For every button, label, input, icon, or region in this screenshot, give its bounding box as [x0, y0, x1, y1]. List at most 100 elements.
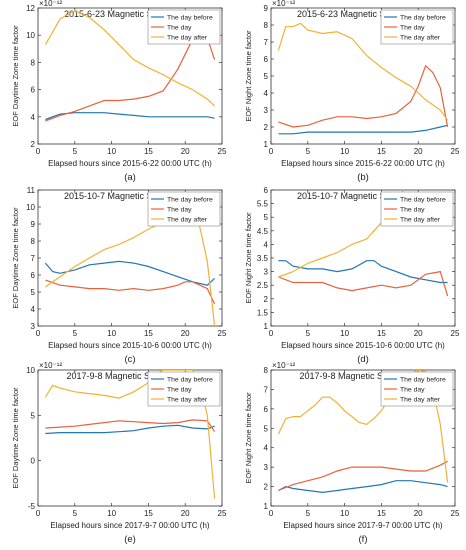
legend-label-3: The day after: [167, 217, 208, 224]
y-tick-label: 5: [264, 213, 269, 222]
y-scale-label: ×10⁻¹²: [272, 0, 295, 8]
legend-label-1: The day before: [400, 197, 446, 204]
x-tick-label: 0: [36, 147, 41, 156]
series-line-2: [45, 419, 216, 433]
y-tick-label: 6: [31, 271, 36, 280]
x-tick-label: 25: [451, 509, 460, 518]
x-axis-label: Elapsed hours since 2015-6-22 00:00 UTC …: [281, 159, 445, 168]
y-tick-label: 10: [26, 366, 35, 375]
y-scale-label: ×10⁻¹²: [39, 361, 62, 370]
series-line-3: [277, 370, 449, 483]
x-tick-label: 10: [340, 329, 349, 338]
x-tick-label: 15: [144, 147, 153, 156]
y-axis-label: EOF Night Zone time factor: [244, 392, 253, 484]
y-axis-label: EOF Night Zone time factor: [244, 212, 253, 304]
x-axis-label: Elapsed hours since 2015-6-22 00:00 UTC …: [48, 159, 212, 168]
y-tick-label: 4: [264, 89, 269, 98]
y-tick-label: 10: [26, 31, 35, 40]
x-tick-label: 0: [269, 329, 274, 338]
series-line-2: [45, 279, 216, 305]
y-tick-label: 6: [264, 186, 269, 195]
x-tick-label: 5: [73, 509, 78, 518]
series-line-1: [45, 112, 215, 121]
legend-label-2: The day: [400, 207, 425, 214]
chart-panel-2: 2015-6-23 Magnetic Storm Event×10⁻¹² 0 5 10…: [244, 0, 460, 183]
x-tick-label: 25: [451, 147, 460, 156]
legend: The day before The day The day after: [147, 371, 221, 407]
y-tick-label: 1: [264, 322, 269, 331]
series-line-2: [278, 270, 449, 297]
y-tick-label: 11: [27, 186, 36, 195]
y-tick-label: 3: [31, 322, 36, 331]
y-tick-label: 3: [264, 106, 269, 115]
legend-label-3: The day after: [400, 35, 441, 42]
legend: The day before The day The day after: [147, 9, 221, 45]
y-tick-label: 1: [264, 502, 269, 511]
series-line-2: [278, 64, 449, 128]
legend-label-1: The day before: [400, 15, 446, 22]
y-tick-label: 3: [264, 268, 269, 277]
series-line-2: [278, 460, 448, 492]
x-axis-label: Elapsed hours since 2015-10-6 00:00 UTC …: [281, 341, 445, 350]
x-tick-label: 10: [340, 509, 349, 518]
y-tick-label: 3: [264, 463, 269, 472]
chart-title: 2015-6-23 Magnetic Storm Event: [64, 9, 197, 19]
x-axis-label: Elapsed hours since 2017-9-7 00:00 UTC (…: [50, 521, 210, 530]
legend: The day before The day The day after: [380, 9, 454, 45]
legend-label-2: The day: [400, 25, 425, 32]
x-tick-label: 10: [107, 147, 116, 156]
x-tick-label: 0: [36, 509, 41, 518]
x-tick-label: 20: [181, 329, 190, 338]
panel-label: (c): [124, 354, 135, 365]
x-tick-label: 25: [451, 329, 460, 338]
series-line-1: [45, 424, 215, 435]
y-tick-label: 3.5: [257, 254, 269, 263]
panel-label: (a): [124, 172, 136, 183]
series-line-1: [278, 124, 448, 135]
panel-label: (d): [357, 354, 369, 365]
y-tick-label: 8: [31, 58, 36, 67]
x-tick-label: 15: [377, 147, 386, 156]
x-tick-label: 20: [414, 329, 423, 338]
legend-label-1: The day before: [167, 197, 213, 204]
plot-frame: [37, 7, 223, 145]
y-tick-label: 5.5: [257, 200, 269, 209]
y-tick-label: 2: [264, 123, 269, 132]
y-tick-label: 2: [31, 140, 36, 149]
y-tick-label: 8: [31, 237, 36, 246]
x-tick-label: 25: [218, 147, 227, 156]
x-tick-label: 0: [36, 329, 41, 338]
legend: The day before The day The day after: [380, 371, 454, 407]
y-tick-label: 10: [26, 203, 35, 212]
y-tick-label: 2: [264, 295, 269, 304]
legend-label-2: The day: [400, 387, 425, 394]
y-tick-label: 0: [31, 457, 36, 466]
x-tick-label: 20: [181, 147, 190, 156]
legend-label-3: The day after: [400, 217, 441, 224]
x-axis-label: Elapsed hours since 2015-10-6 00:00 UTC …: [48, 341, 212, 350]
series-line-2: [45, 34, 216, 122]
x-tick-label: 20: [181, 509, 190, 518]
y-tick-label: 4.5: [257, 227, 269, 236]
legend-label-1: The day before: [167, 377, 213, 384]
x-tick-label: 0: [269, 147, 274, 156]
y-axis-label: EOF Daytime Zone time factor: [11, 207, 20, 309]
chart-title: 2015-6-23 Magnetic Storm Event: [297, 9, 430, 19]
y-axis-label: EOF Daytime Zone time factor: [11, 25, 20, 127]
chart-panel-1: 2015-6-23 Magnetic Storm Event×10⁻¹² 0 5 10…: [11, 0, 227, 183]
y-tick-label: 2.5: [257, 281, 269, 290]
plot-frame: [270, 369, 456, 507]
x-tick-label: 10: [107, 329, 116, 338]
y-tick-label: 8: [264, 21, 269, 30]
panel-label: (f): [359, 534, 368, 545]
legend-label-3: The day after: [167, 35, 208, 42]
y-tick-label: 9: [264, 4, 269, 13]
x-tick-label: 0: [269, 509, 274, 518]
y-tick-label: 1: [264, 140, 269, 149]
panel-label: (e): [124, 534, 136, 545]
legend-label-1: The day before: [167, 15, 213, 22]
x-tick-label: 20: [414, 147, 423, 156]
x-tick-label: 15: [144, 329, 153, 338]
y-scale-label: ×10⁻¹²: [272, 361, 295, 370]
